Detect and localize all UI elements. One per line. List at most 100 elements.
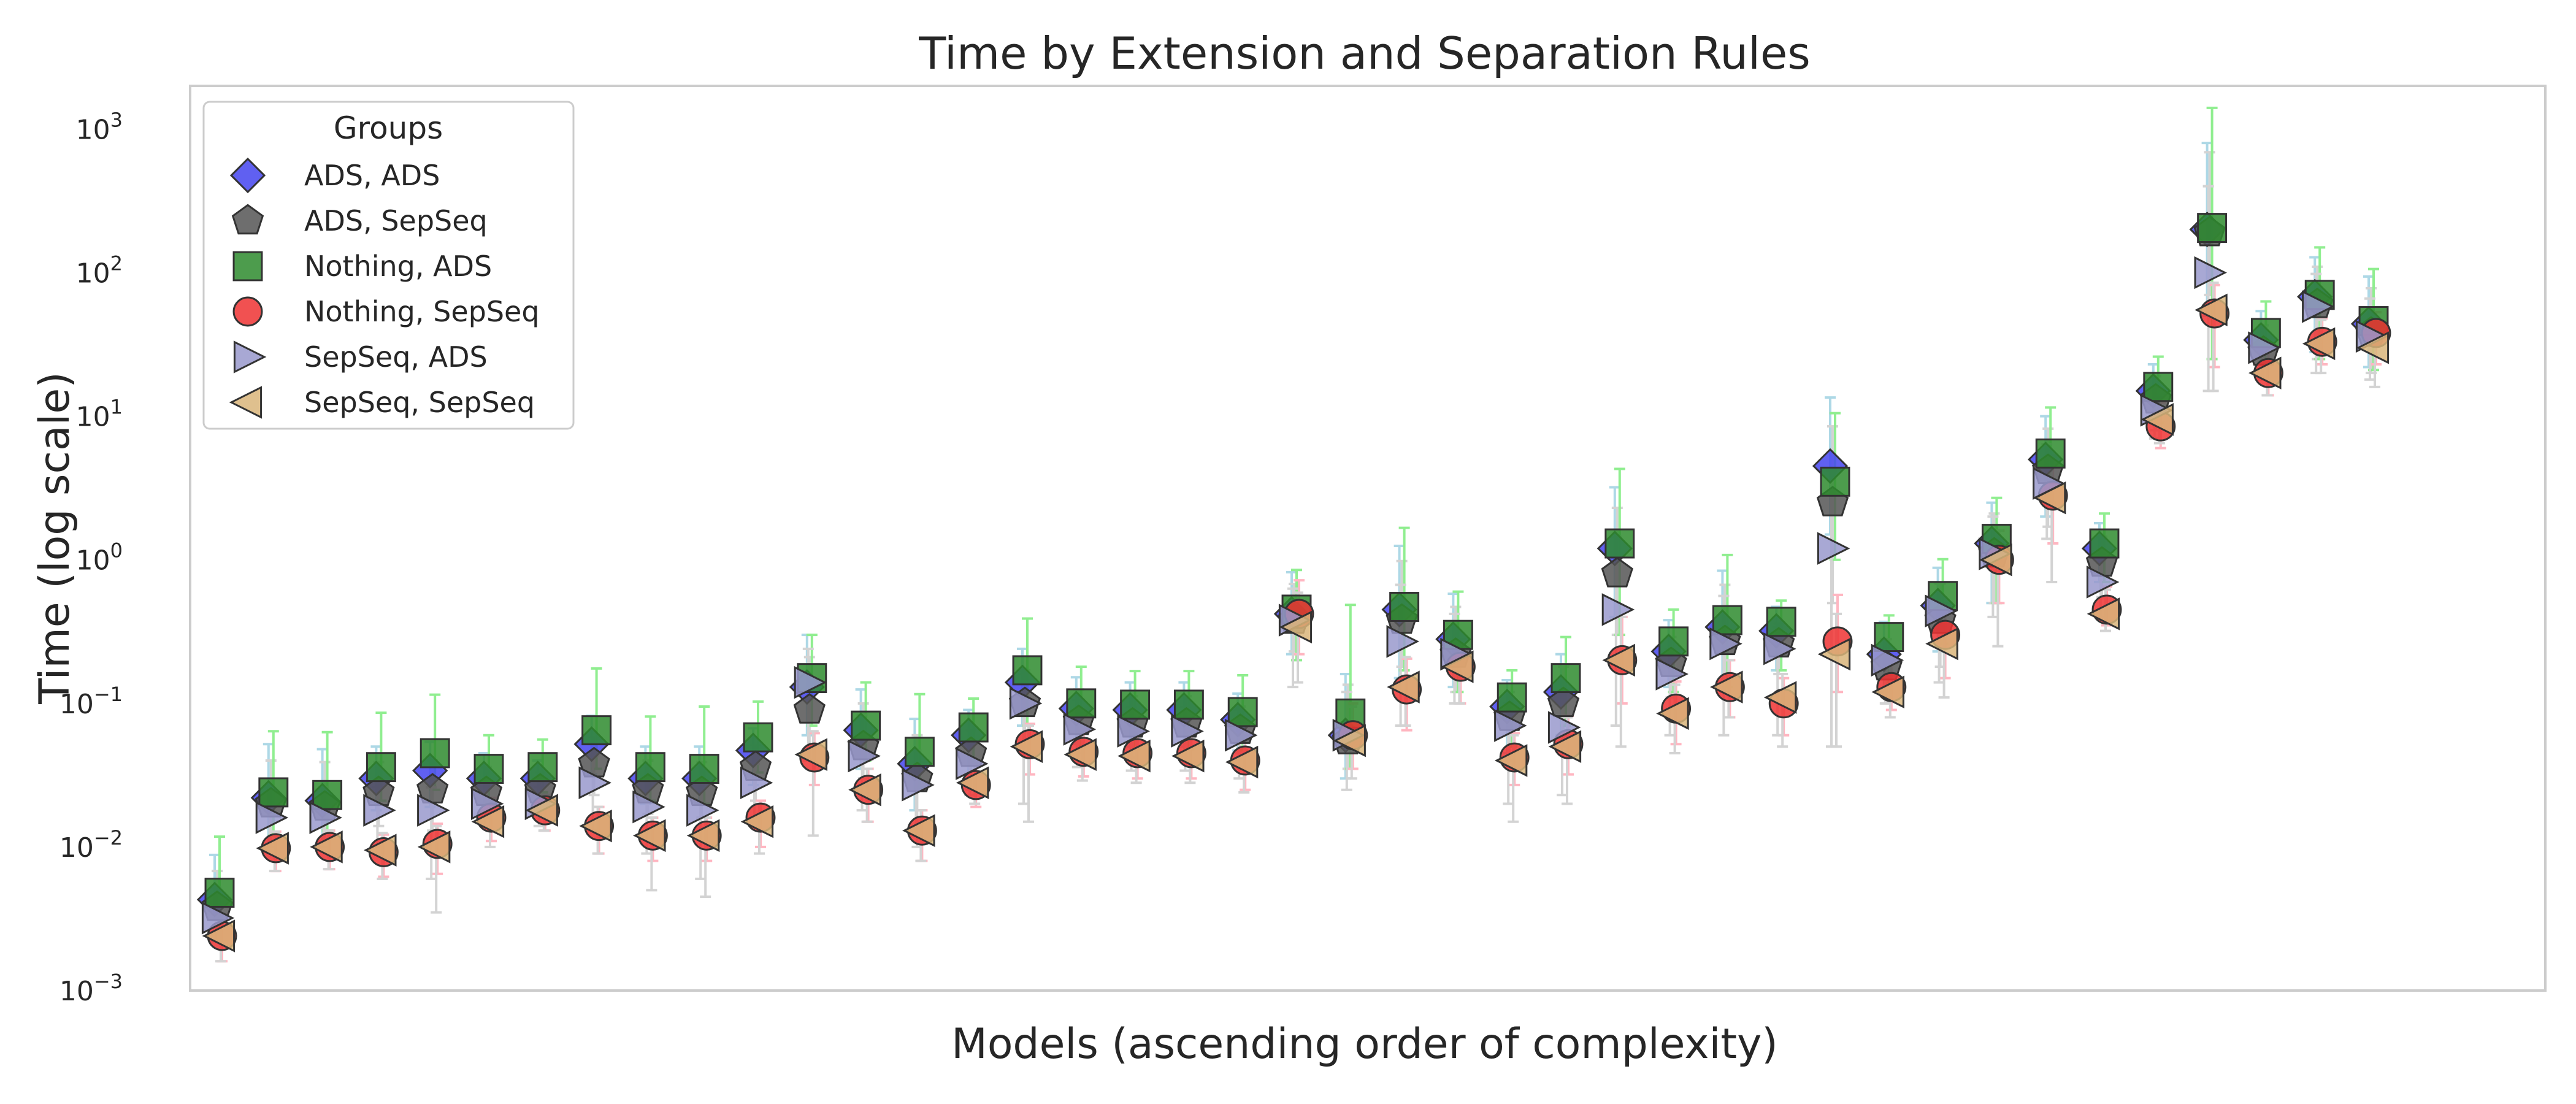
data-point (1763, 632, 1796, 665)
data-point (579, 809, 612, 843)
data-point (2194, 256, 2227, 289)
legend-marker (229, 157, 266, 194)
data-point (312, 780, 343, 810)
data-point (1389, 592, 1420, 622)
data-point (420, 738, 450, 769)
data-point (904, 737, 935, 767)
data-point (2086, 565, 2120, 599)
legend-marker (232, 296, 263, 327)
legend-title: Groups (334, 110, 443, 146)
data-point (794, 738, 827, 772)
data-point (1766, 607, 1796, 637)
data-point (1010, 730, 1043, 764)
data-point (1604, 528, 1635, 559)
data-point (956, 766, 989, 799)
data-point (1551, 663, 1581, 694)
data-point (1817, 532, 1850, 565)
data-point (743, 722, 773, 753)
data-point (363, 794, 396, 827)
data-point (1120, 689, 1151, 720)
data-point (2248, 356, 2282, 389)
data-point (686, 819, 720, 853)
data-point (1063, 713, 1097, 746)
data-point (1497, 682, 1527, 713)
data-point (581, 715, 612, 746)
plot-frame (189, 85, 2547, 992)
data-point (958, 712, 989, 743)
data-point (255, 801, 289, 834)
data-point (471, 805, 505, 838)
data-point (578, 766, 611, 799)
data-point (686, 794, 719, 827)
data-point (1658, 626, 1689, 657)
data-point (2195, 293, 2228, 327)
data-point (848, 739, 881, 773)
data-point (2033, 481, 2066, 515)
legend-marker (233, 340, 267, 374)
legend-frame (202, 101, 575, 430)
data-point (902, 814, 935, 847)
data-point (1602, 643, 1635, 677)
data-point (204, 878, 235, 908)
data-point (2087, 597, 2120, 631)
data-point (1874, 622, 1904, 653)
data-point (740, 805, 774, 838)
x-axis-label: Models (ascending order of complexity) (951, 1020, 1778, 1068)
y-tick-label: 103 (76, 108, 123, 145)
data-point (1441, 650, 1474, 683)
legend-label: Nothing, ADS (304, 250, 492, 283)
data-point (1979, 543, 2012, 577)
data-point (309, 801, 342, 834)
data-point (473, 754, 504, 784)
data-point (956, 747, 989, 780)
data-point (1656, 697, 1689, 730)
data-point (417, 794, 450, 827)
data-point (793, 693, 826, 724)
data-point (2302, 290, 2335, 323)
data-point (902, 769, 935, 802)
y-axis-ticks: 10−3 10−2 10−1 100 101 102 103 (59, 108, 123, 1007)
data-point (1333, 724, 1366, 757)
data-point (2035, 438, 2066, 469)
data-point (848, 773, 881, 807)
data-point (470, 787, 504, 821)
data-point (1173, 689, 1204, 720)
data-point (1820, 466, 1850, 497)
data-point (366, 752, 396, 783)
data-point (2089, 528, 2120, 559)
data-point (794, 665, 827, 699)
data-point (1547, 686, 1580, 718)
data-point (1655, 657, 1689, 691)
data-point (202, 919, 236, 953)
data-point (2143, 372, 2174, 402)
chart-title: Time by Extension and Separation Rules (918, 28, 1811, 79)
data-point (1225, 719, 1258, 752)
data-point (1712, 605, 1742, 635)
data-point (689, 754, 719, 784)
y-axis-label: Time (log scale) (31, 372, 79, 705)
y-tick-label: 10−1 (59, 683, 123, 720)
data-point (2302, 327, 2336, 361)
data-point (1064, 738, 1097, 772)
data-point (740, 766, 773, 799)
data-point (2248, 331, 2281, 364)
y-tick-label: 102 (76, 252, 123, 289)
data-point (1925, 627, 1958, 661)
legend-label: ADS, SepSeq (304, 204, 488, 237)
legend-label: SepSeq, SepSeq (304, 386, 535, 419)
data-point (417, 830, 451, 864)
data-point (1494, 744, 1528, 777)
data-point (1763, 681, 1797, 714)
y-tick-label: 100 (76, 539, 123, 577)
data-point (1386, 625, 1419, 658)
legend-marker (229, 386, 263, 419)
data-point (1117, 739, 1151, 773)
data-point (201, 902, 235, 935)
data-point (1547, 711, 1581, 744)
data-point (527, 752, 558, 783)
data-point (364, 834, 397, 867)
data-point (633, 819, 666, 853)
data-point (635, 752, 665, 783)
data-point (2197, 213, 2228, 243)
